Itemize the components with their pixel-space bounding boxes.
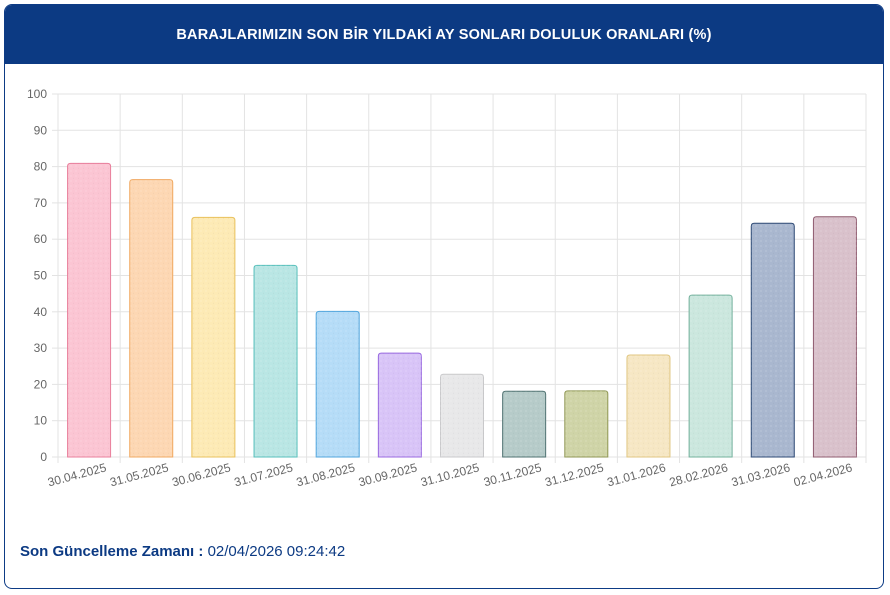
bar (253, 264, 298, 458)
bar (440, 373, 484, 458)
y-tick-label: 10 (34, 414, 48, 428)
bar-texture (254, 265, 298, 457)
y-axis-ticks: 0 10 20 30 40 50 60 70 80 90 100 (27, 87, 47, 464)
y-tick-label: 70 (34, 196, 48, 210)
y-tick-label: 20 (34, 377, 48, 391)
bar-texture (440, 374, 484, 457)
chart-header: BARAJLARIMIZIN SON BİR YILDAKİ AY SONLAR… (5, 5, 883, 64)
x-tick-label: 31.12.2025 (543, 460, 605, 489)
x-tick-label: 31.08.2025 (295, 460, 357, 489)
x-tick-label: 31.03.2026 (730, 460, 792, 489)
x-tick-label: 28.02.2026 (668, 460, 730, 489)
x-tick-label: 02.04.2026 (792, 460, 854, 489)
bar-texture (502, 391, 546, 457)
y-tick-label: 40 (34, 305, 48, 319)
x-axis-ticks: 30.04.2025 31.05.2025 30.06.2025 31.07.2025… (46, 460, 854, 489)
y-tick-label: 0 (40, 450, 47, 464)
y-tick-label: 100 (27, 87, 47, 101)
y-tick-label: 90 (34, 123, 48, 137)
y-tick-label: 60 (34, 232, 48, 246)
bar-texture (67, 163, 111, 457)
bar (377, 352, 422, 458)
last-updated: Son Güncelleme Zamanı : 02/04/2026 09:24… (20, 543, 345, 560)
bar-texture (129, 179, 173, 457)
x-tick-label: 31.07.2025 (233, 460, 295, 489)
bar (812, 216, 857, 458)
last-updated-label: Son Güncelleme Zamanı : (20, 543, 204, 560)
bar (750, 222, 795, 458)
bar-texture (751, 223, 795, 457)
x-tick-label: 30.04.2025 (46, 460, 108, 489)
bar (688, 294, 733, 458)
x-tick-label: 31.05.2025 (108, 460, 170, 489)
bar (626, 354, 671, 458)
y-tick-label: 80 (34, 160, 48, 174)
x-tick-label: 31.10.2025 (419, 460, 481, 489)
bar-texture (813, 216, 857, 457)
x-tick-label: 31.01.2026 (606, 460, 668, 489)
chart-title: BARAJLARIMIZIN SON BİR YILDAKİ AY SONLAR… (176, 26, 712, 43)
bar-texture (689, 295, 733, 457)
bar-texture (378, 353, 422, 457)
x-tick-label: 30.09.2025 (357, 460, 419, 489)
bar (67, 162, 112, 458)
bar (191, 216, 236, 458)
x-tick-label: 30.06.2025 (171, 460, 233, 489)
last-updated-value: 02/04/2026 09:24:42 (207, 543, 346, 560)
bars (67, 162, 857, 458)
y-tick-label: 30 (34, 341, 48, 355)
bar-texture (316, 311, 360, 457)
y-tick-label: 50 (34, 269, 48, 283)
bar-texture (564, 390, 608, 457)
x-tick-label: 30.11.2025 (482, 460, 543, 489)
bar-texture (626, 354, 670, 457)
bar (315, 310, 360, 458)
bar-texture (191, 217, 235, 457)
bar (564, 390, 609, 458)
bar (502, 390, 547, 458)
bar (129, 179, 174, 458)
